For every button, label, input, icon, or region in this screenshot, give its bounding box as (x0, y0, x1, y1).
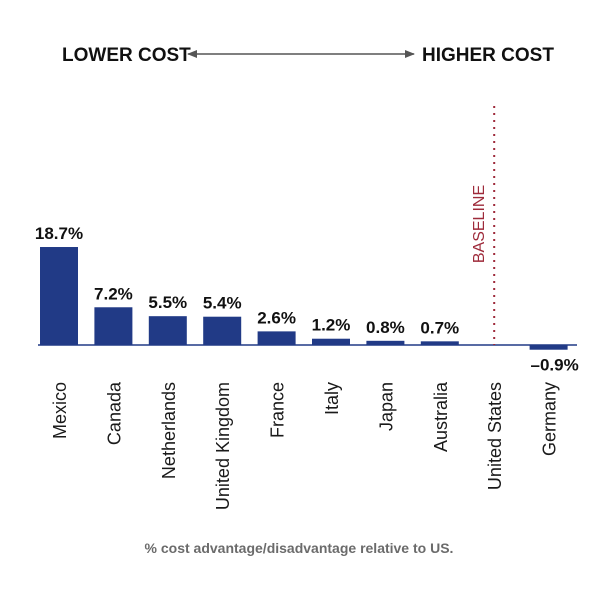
bar-mexico (40, 247, 78, 345)
lower-cost-label: LOWER COST (62, 45, 191, 66)
category-label-italy: Italy (322, 382, 342, 415)
bar-italy (312, 338, 350, 345)
data-label-japan: 0.8% (366, 318, 405, 337)
category-label-france: France (268, 382, 288, 438)
higher-cost-label: HIGHER COST (422, 45, 554, 66)
category-label-australia: Australia (431, 381, 451, 452)
category-label-japan: Japan (376, 382, 396, 431)
data-label-canada: 7.2% (94, 284, 133, 303)
data-label-netherlands: 5.5% (148, 293, 187, 312)
bar-france (257, 331, 296, 345)
data-label-mexico: 18.7% (35, 224, 83, 243)
data-label-united-kingdom: 5.4% (203, 294, 242, 313)
category-label-mexico: Mexico (50, 382, 70, 439)
category-label-netherlands: Netherlands (159, 382, 179, 479)
data-label-germany: –0.9% (530, 356, 578, 375)
category-label-germany: Germany (540, 382, 560, 456)
category-label-united-kingdom: United Kingdom (213, 382, 233, 510)
bar-japan (366, 340, 405, 345)
bar-germany (529, 345, 568, 350)
chart-caption: % cost advantage/disadvantage relative t… (145, 540, 454, 556)
category-label-canada: Canada (104, 381, 124, 445)
bar-canada (94, 307, 133, 345)
data-label-australia: 0.7% (420, 318, 459, 337)
data-label-france: 2.6% (257, 308, 296, 327)
category-label-united-states: United States (485, 382, 505, 490)
data-label-italy: 1.2% (312, 316, 351, 335)
bar-united-kingdom (203, 316, 242, 345)
baseline-label: BASELINE (471, 185, 488, 263)
bar-australia (420, 341, 459, 345)
plot-area: 18.7% Mexico 7.2% Canada 5.5% Netherlands 5.4%… (35, 224, 579, 510)
bar-netherlands (148, 316, 187, 345)
